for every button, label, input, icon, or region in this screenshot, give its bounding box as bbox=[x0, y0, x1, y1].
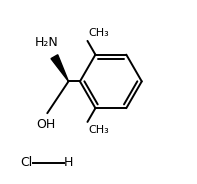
Polygon shape bbox=[51, 55, 69, 81]
Text: Cl: Cl bbox=[20, 156, 32, 169]
Text: CH₃: CH₃ bbox=[88, 28, 109, 38]
Text: OH: OH bbox=[36, 118, 55, 131]
Text: H₂N: H₂N bbox=[34, 36, 58, 49]
Text: H: H bbox=[64, 156, 73, 169]
Text: CH₃: CH₃ bbox=[88, 125, 109, 135]
